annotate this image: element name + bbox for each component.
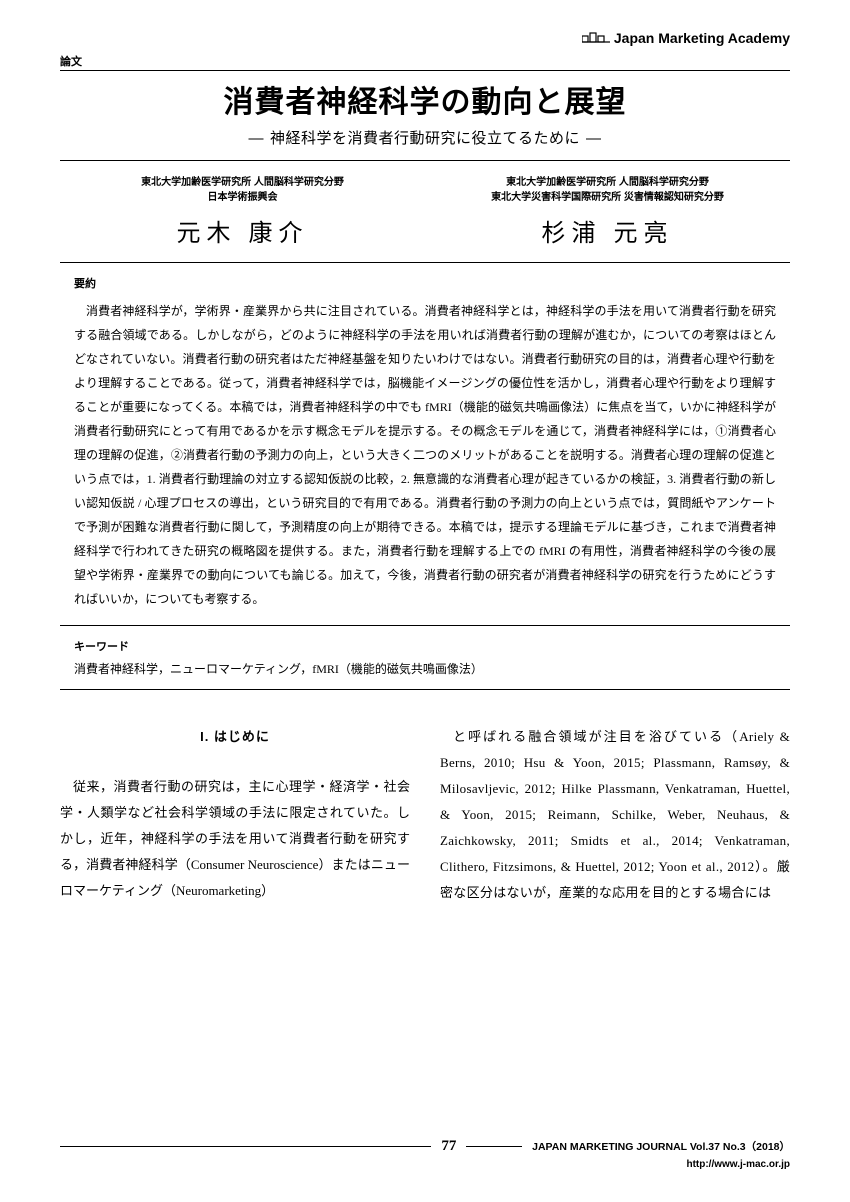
abstract-text: 消費者神経科学が，学術界・産業界から共に注目されている。消費者神経科学とは，神経… [60,299,790,611]
divider [60,160,790,161]
footer: 77 JAPAN MARKETING JOURNAL Vol.37 No.3（2… [60,1138,790,1170]
sub-title: 神経科学を消費者行動研究に役立てるために [60,127,790,148]
divider [60,689,790,690]
journal-info: JAPAN MARKETING JOURNAL Vol.37 No.3（2018… [532,1139,790,1154]
body-columns: I. はじめに 従来，消費者行動の研究は，主に心理学・経済学・社会学・人類学など… [60,724,790,906]
logo-text: Japan Marketing Academy [614,30,790,46]
top-rule [60,70,790,71]
footer-line: 77 JAPAN MARKETING JOURNAL Vol.37 No.3（2… [60,1138,790,1155]
section-heading: I. はじめに [60,724,410,750]
logo-icon [582,31,610,45]
author-block-1: 東北大学加齢医学研究所 人間脳科学研究分野 日本学術振興会 元木 康介 [60,175,425,248]
article-type-label: 論文 [60,53,790,69]
divider [60,625,790,626]
footer-rule-mid [466,1146,522,1147]
divider [60,262,790,263]
column-right: と呼ばれる融合領域が注目を浴びている（Ariely & Berns, 2010;… [440,724,790,906]
keywords-label: キーワード [74,638,790,654]
author-block-2: 東北大学加齢医学研究所 人間脳科学研究分野 東北大学災害科学国際研究所 災害情報… [425,175,790,248]
author-affiliation-1: 東北大学加齢医学研究所 人間脳科学研究分野 日本学術振興会 [60,175,425,205]
author-affiliation-2: 東北大学加齢医学研究所 人間脳科学研究分野 東北大学災害科学国際研究所 災害情報… [425,175,790,205]
body-paragraph-right: と呼ばれる融合領域が注目を浴びている（Ariely & Berns, 2010;… [440,724,790,906]
body-paragraph-left: 従来，消費者行動の研究は，主に心理学・経済学・社会学・人類学など社会科学領域の手… [60,774,410,904]
keywords-text: 消費者神経科学，ニューロマーケティング，fMRI（機能的磁気共鳴画像法） [60,660,790,677]
footer-url: http://www.j-mac.or.jp [60,1159,790,1170]
header-logo: Japan Marketing Academy [582,30,790,46]
author-name-1: 元木 康介 [60,213,425,248]
title-block: 消費者神経科学の動向と展望 神経科学を消費者行動研究に役立てるために [60,77,790,148]
main-title: 消費者神経科学の動向と展望 [60,77,790,121]
column-left: I. はじめに 従来，消費者行動の研究は，主に心理学・経済学・社会学・人類学など… [60,724,410,906]
author-name-2: 杉浦 元亮 [425,213,790,248]
abstract-section: 要約 消費者神経科学が，学術界・産業界から共に注目されている。消費者神経科学とは… [60,275,790,611]
authors-row: 東北大学加齢医学研究所 人間脳科学研究分野 日本学術振興会 元木 康介 東北大学… [60,175,790,248]
abstract-label: 要約 [74,275,790,291]
footer-rule-left [60,1146,431,1147]
page-number: 77 [441,1138,456,1155]
